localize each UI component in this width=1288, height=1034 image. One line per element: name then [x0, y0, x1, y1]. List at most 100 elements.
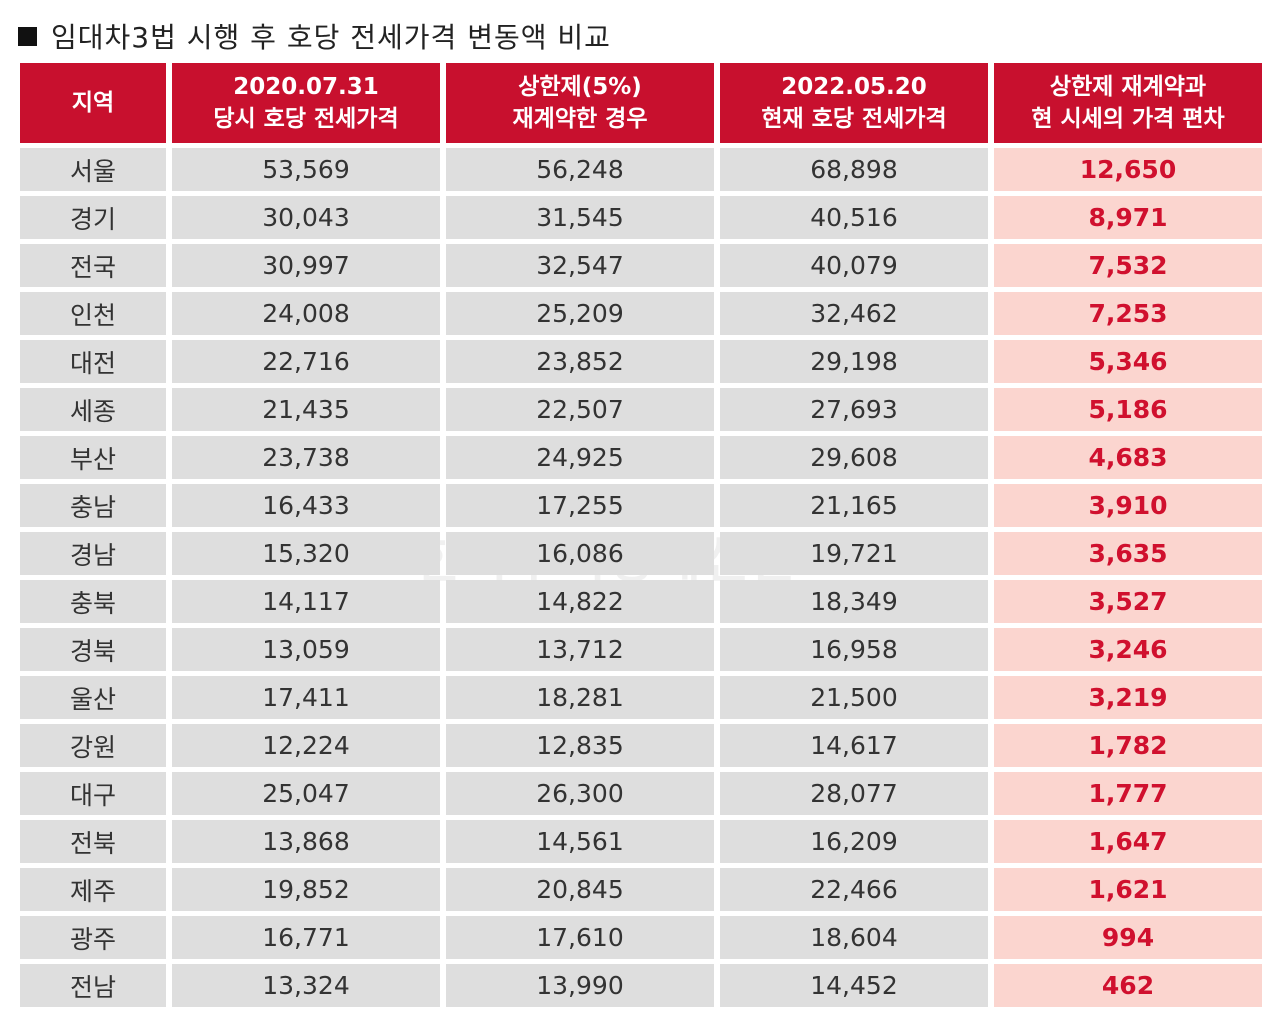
table-row: 부산 23,738 24,925 29,608 4,683: [20, 436, 1262, 479]
column-header-line: 지역: [71, 90, 115, 116]
column-header-3: 2022.05.20 현재 호당 전세가격: [720, 63, 988, 143]
price-cell: 23,852: [446, 340, 714, 383]
price-cell: 68,898: [720, 148, 988, 191]
price-gap-cell: 8,971: [994, 196, 1262, 239]
column-header-line: 2020.07.31: [233, 74, 379, 100]
region-cell: 강원: [20, 724, 166, 767]
price-cell: 22,507: [446, 388, 714, 431]
column-header-2: 상한제(5%) 재계약한 경우: [446, 63, 714, 143]
price-gap-cell: 5,186: [994, 388, 1262, 431]
table-row: 경기 30,043 31,545 40,516 8,971: [20, 196, 1262, 239]
price-cell: 14,822: [446, 580, 714, 623]
region-cell: 전국: [20, 244, 166, 287]
table-row: 전남 13,324 13,990 14,452 462: [20, 964, 1262, 1007]
price-cell: 25,209: [446, 292, 714, 335]
price-cell: 23,738: [172, 436, 440, 479]
price-cell: 21,165: [720, 484, 988, 527]
price-cell: 31,545: [446, 196, 714, 239]
price-cell: 12,835: [446, 724, 714, 767]
price-cell: 24,925: [446, 436, 714, 479]
square-bullet-icon: [18, 26, 37, 46]
price-gap-cell: 3,910: [994, 484, 1262, 527]
price-cell: 14,452: [720, 964, 988, 1007]
table-row: 충북 14,117 14,822 18,349 3,527: [20, 580, 1262, 623]
price-cell: 18,281: [446, 676, 714, 719]
price-cell: 17,610: [446, 916, 714, 959]
table-row: 제주 19,852 20,845 22,466 1,621: [20, 868, 1262, 911]
price-cell: 24,008: [172, 292, 440, 335]
table-body: 서울 53,569 56,248 68,898 12,650 경기 30,043 31,545…: [20, 148, 1262, 1007]
price-cell: 25,047: [172, 772, 440, 815]
price-cell: 22,466: [720, 868, 988, 911]
table-row: 서울 53,569 56,248 68,898 12,650: [20, 148, 1262, 191]
price-gap-cell: 1,621: [994, 868, 1262, 911]
price-cell: 14,617: [720, 724, 988, 767]
price-cell: 29,198: [720, 340, 988, 383]
table-row: 경북 13,059 13,712 16,958 3,246: [20, 628, 1262, 671]
table-row: 광주 16,771 17,610 18,604 994: [20, 916, 1262, 959]
price-cell: 18,604: [720, 916, 988, 959]
price-cell: 15,320: [172, 532, 440, 575]
table-row: 전국 30,997 32,547 40,079 7,532: [20, 244, 1262, 287]
region-cell: 대구: [20, 772, 166, 815]
table-row: 전북 13,868 14,561 16,209 1,647: [20, 820, 1262, 863]
price-cell: 19,721: [720, 532, 988, 575]
region-cell: 대전: [20, 340, 166, 383]
region-cell: 울산: [20, 676, 166, 719]
column-header-line: 상한제 재계약과: [1049, 74, 1207, 100]
price-cell: 16,209: [720, 820, 988, 863]
price-gap-cell: 3,246: [994, 628, 1262, 671]
table-row: 충남 16,433 17,255 21,165 3,910: [20, 484, 1262, 527]
price-cell: 22,716: [172, 340, 440, 383]
price-gap-cell: 12,650: [994, 148, 1262, 191]
price-gap-cell: 462: [994, 964, 1262, 1007]
column-header-line: 현 시세의 가격 편차: [1031, 106, 1225, 132]
region-cell: 충북: [20, 580, 166, 623]
price-gap-cell: 1,647: [994, 820, 1262, 863]
price-cell: 20,845: [446, 868, 714, 911]
price-table: 지역 2020.07.31 당시 호당 전세가격 상한제(5%) 재계약한 경우 2022…: [14, 58, 1268, 1012]
price-cell: 16,433: [172, 484, 440, 527]
price-cell: 18,349: [720, 580, 988, 623]
column-header-line: 재계약한 경우: [512, 106, 648, 132]
region-cell: 경남: [20, 532, 166, 575]
region-cell: 광주: [20, 916, 166, 959]
table-row: 대전 22,716 23,852 29,198 5,346: [20, 340, 1262, 383]
price-gap-cell: 3,527: [994, 580, 1262, 623]
column-header-0: 지역: [20, 63, 166, 143]
price-gap-cell: 994: [994, 916, 1262, 959]
price-cell: 27,693: [720, 388, 988, 431]
price-cell: 13,059: [172, 628, 440, 671]
region-cell: 전북: [20, 820, 166, 863]
price-cell: 13,868: [172, 820, 440, 863]
price-cell: 13,324: [172, 964, 440, 1007]
price-gap-cell: 7,253: [994, 292, 1262, 335]
price-cell: 21,435: [172, 388, 440, 431]
region-cell: 경북: [20, 628, 166, 671]
column-header-1: 2020.07.31 당시 호당 전세가격: [172, 63, 440, 143]
price-cell: 28,077: [720, 772, 988, 815]
table-row: 경남 15,320 16,086 19,721 3,635: [20, 532, 1262, 575]
price-cell: 53,569: [172, 148, 440, 191]
table-row: 울산 17,411 18,281 21,500 3,219: [20, 676, 1262, 719]
price-cell: 26,300: [446, 772, 714, 815]
price-cell: 14,117: [172, 580, 440, 623]
price-cell: 30,997: [172, 244, 440, 287]
price-cell: 40,079: [720, 244, 988, 287]
price-cell: 17,411: [172, 676, 440, 719]
region-cell: 제주: [20, 868, 166, 911]
region-cell: 세종: [20, 388, 166, 431]
price-cell: 32,547: [446, 244, 714, 287]
region-cell: 인천: [20, 292, 166, 335]
price-cell: 56,248: [446, 148, 714, 191]
region-cell: 전남: [20, 964, 166, 1007]
price-cell: 16,086: [446, 532, 714, 575]
page-title: 임대차3법 시행 후 호당 전세가격 변동액 비교: [18, 16, 611, 56]
price-cell: 19,852: [172, 868, 440, 911]
table-row: 세종 21,435 22,507 27,693 5,186: [20, 388, 1262, 431]
price-gap-cell: 3,219: [994, 676, 1262, 719]
price-cell: 16,771: [172, 916, 440, 959]
column-header-line: 2022.05.20: [781, 74, 927, 100]
table-row: 대구 25,047 26,300 28,077 1,777: [20, 772, 1262, 815]
price-cell: 16,958: [720, 628, 988, 671]
